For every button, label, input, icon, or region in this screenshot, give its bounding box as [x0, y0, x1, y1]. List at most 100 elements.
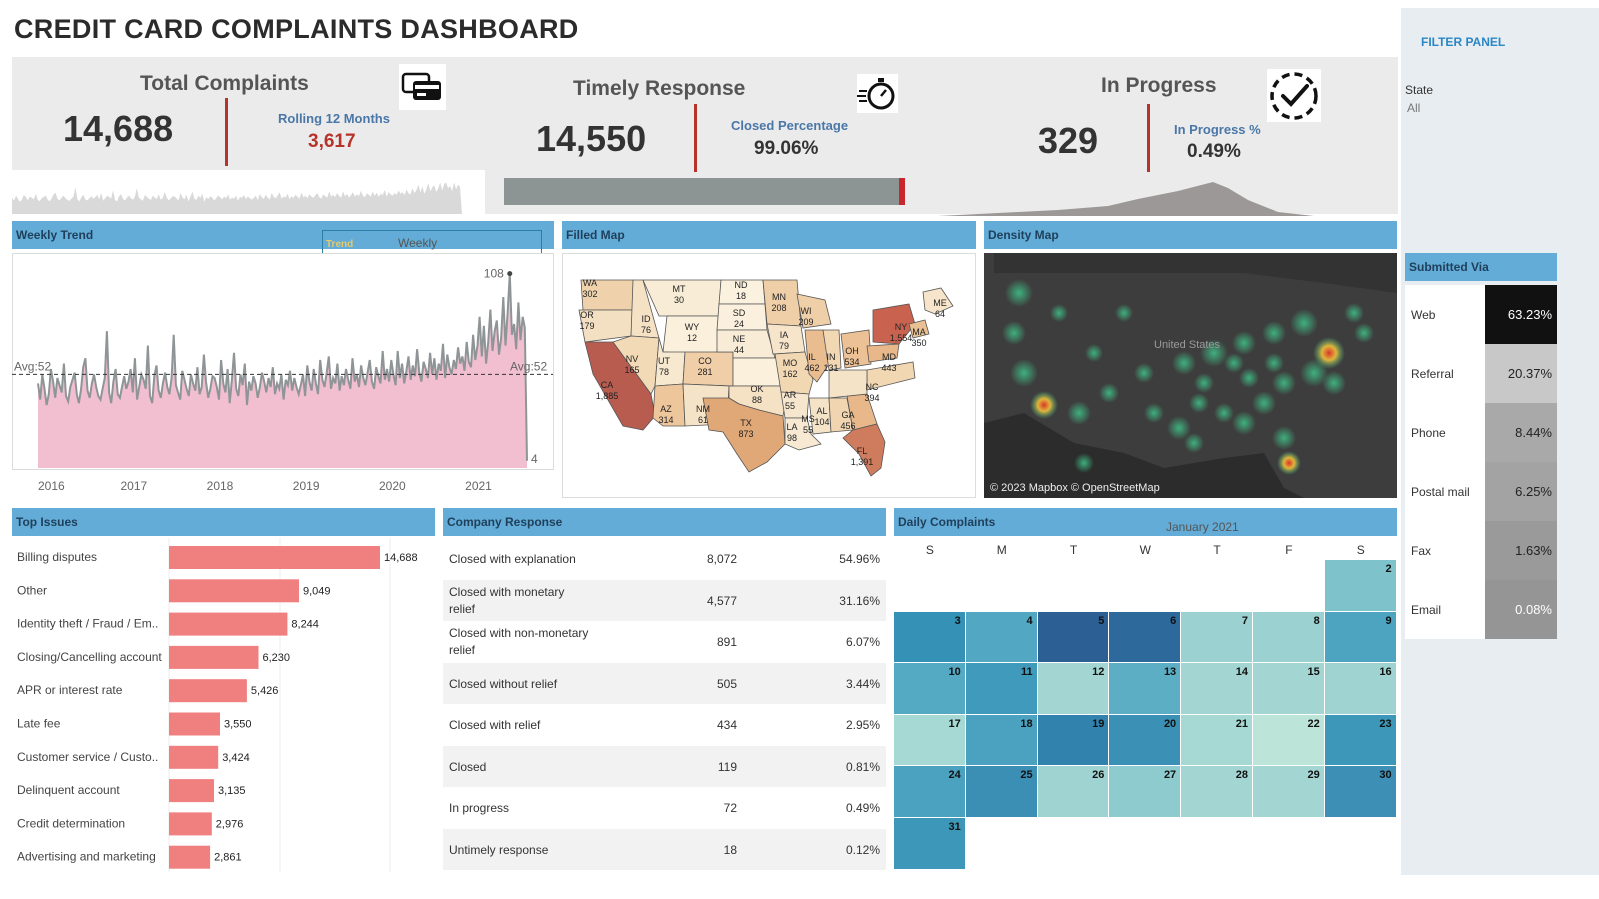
calendar-day-cell[interactable]: 11 — [965, 663, 1037, 714]
state-value-label: 443 — [881, 363, 896, 373]
response-row[interactable]: Closed with non-monetary relief 891 6.07% — [443, 621, 886, 663]
heat-spot — [1277, 451, 1301, 475]
state-value-label: 55 — [803, 425, 813, 435]
calendar-day-cell[interactable]: 25 — [965, 766, 1037, 817]
calendar-day-cell[interactable]: 24 — [894, 766, 965, 817]
issue-value-label: 2,861 — [214, 852, 242, 864]
response-name: Untimely response — [449, 842, 548, 859]
heat-spot — [1252, 391, 1276, 415]
calendar-day-cell[interactable]: 22 — [1253, 714, 1324, 766]
state-value-label: 76 — [641, 325, 651, 335]
response-row[interactable]: Closed 119 0.81% — [443, 745, 886, 787]
calendar-day-cell[interactable]: 17 — [894, 714, 965, 766]
issue-bar[interactable] — [169, 812, 212, 836]
calendar-day-cell[interactable]: 27 — [1109, 766, 1181, 817]
top-issues-chart: Billing disputes 14,688 Other 9,049 Identity… — [17, 538, 418, 872]
issue-bar[interactable] — [169, 845, 211, 869]
issue-bar[interactable] — [169, 612, 288, 636]
submitted-via-row[interactable]: Email 0.08% — [1405, 580, 1557, 639]
response-row[interactable]: Closed with relief 434 2.95% — [443, 704, 886, 746]
issue-category-label: Credit determination — [17, 816, 125, 830]
daily-complaints-calendar: S M T W T F S 2 3 4 5 6 7 8 9 10 11 12 13 14 15 16 17 18 19 20 21 2… — [894, 540, 1397, 872]
state-value-label: 64 — [935, 309, 945, 319]
issue-bar[interactable] — [169, 712, 220, 736]
state-code-label: MO — [783, 358, 798, 368]
response-row[interactable]: Closed with explanation 8,072 54.96% — [443, 538, 886, 580]
calendar-day-cell[interactable]: 29 — [1253, 766, 1324, 817]
calendar-day-cell[interactable]: 3 — [894, 611, 965, 663]
response-row[interactable]: Untimely response 18 0.12% — [443, 828, 886, 870]
submitted-via-row[interactable]: Referral 20.37% — [1405, 344, 1557, 403]
calendar-day-cell[interactable]: 14 — [1181, 663, 1252, 714]
submitted-via-row[interactable]: Phone 8.44% — [1405, 403, 1557, 462]
response-percent: 54.96% — [839, 552, 880, 566]
calendar-day-cell[interactable]: 16 — [1324, 663, 1396, 714]
state-value-label: 88 — [752, 395, 762, 405]
weekday-label: M — [996, 543, 1007, 557]
heat-spot — [1074, 453, 1094, 473]
calendar-day-cell[interactable]: 31 — [894, 818, 965, 869]
calendar-day-cell[interactable]: 10 — [894, 663, 965, 714]
calendar-day-cell[interactable]: 18 — [965, 714, 1037, 766]
state-code-label: NM — [696, 404, 710, 414]
calendar-day-cell[interactable]: 5 — [1037, 611, 1109, 663]
state-code-label: LA — [786, 422, 797, 432]
submitted-via-row[interactable]: Web 63.23% — [1405, 285, 1557, 344]
kpi-separator — [225, 98, 228, 166]
issue-bar[interactable] — [169, 579, 299, 603]
calendar-day-cell[interactable]: 15 — [1253, 663, 1324, 714]
calendar-day-cell[interactable]: 2 — [1324, 560, 1396, 611]
calendar-day-cell[interactable]: 4 — [965, 611, 1037, 663]
submitted-via-row[interactable]: Fax 1.63% — [1405, 521, 1557, 580]
calendar-day-cell[interactable]: 19 — [1037, 714, 1109, 766]
issue-bar[interactable] — [169, 779, 214, 803]
issue-bar[interactable] — [169, 546, 380, 569]
calendar-day-cell[interactable]: 6 — [1109, 611, 1181, 663]
calendar-day-cell[interactable]: 28 — [1181, 766, 1252, 817]
state-filter-label: State — [1405, 83, 1434, 97]
calendar-day-cell[interactable]: 7 — [1181, 611, 1252, 663]
density-heatmap: United States — [984, 253, 1397, 498]
heat-spot — [1134, 363, 1154, 383]
state-value-label: 24 — [734, 319, 744, 329]
weekly-trend-header: Weekly Trend — [12, 221, 554, 249]
calendar-day-cell[interactable]: 13 — [1109, 663, 1181, 714]
heat-spot — [1005, 279, 1033, 307]
heat-spot — [1272, 371, 1296, 395]
calendar-day-cell[interactable]: 23 — [1324, 714, 1396, 766]
kpi-timely-sublabel: Closed Percentage — [731, 118, 849, 133]
calendar-day-cell[interactable]: 12 — [1037, 663, 1109, 714]
heat-spot — [1300, 359, 1328, 387]
response-name: In progress — [449, 800, 509, 817]
submitted-via-name: Web — [1411, 308, 1436, 322]
calendar-day-cell[interactable]: 30 — [1324, 766, 1396, 817]
issue-bar[interactable] — [169, 679, 247, 703]
average-label-left: Avg:52 — [14, 359, 51, 373]
submitted-via-name: Referral — [1411, 367, 1454, 381]
state-filter-dropdown[interactable]: All — [1407, 101, 1421, 115]
submitted-via-value: 1.63% — [1485, 521, 1557, 580]
response-name: Closed with non-monetary relief — [449, 625, 588, 659]
company-response-table: Closed with explanation 8,072 54.96% Closed… — [443, 538, 886, 872]
response-row[interactable]: Closed with monetary relief 4,577 31.16% — [443, 579, 886, 621]
calendar-day-cell[interactable]: 20 — [1109, 714, 1181, 766]
issue-bar[interactable] — [169, 645, 259, 669]
calendar-day-cell[interactable]: 9 — [1324, 611, 1396, 663]
issue-value-label: 3,550 — [224, 719, 252, 731]
response-row[interactable]: Closed without relief 505 3.44% — [443, 662, 886, 704]
density-map-panel[interactable]: United States © 2023 Mapbox © OpenStreet… — [984, 253, 1397, 498]
response-row[interactable]: In progress 72 0.49% — [443, 787, 886, 829]
submitted-via-row[interactable]: Postal mail 6.25% — [1405, 462, 1557, 521]
response-count: 8,072 — [706, 552, 737, 566]
calendar-day-cell[interactable]: 26 — [1037, 766, 1109, 817]
weekday-label: T — [1069, 543, 1078, 557]
issue-bar[interactable] — [169, 745, 219, 769]
calendar-day-cell[interactable]: 21 — [1181, 714, 1252, 766]
response-percent: 6.07% — [845, 635, 880, 649]
state-code-label: AZ — [660, 404, 672, 414]
calendar-day-cell[interactable]: 8 — [1253, 611, 1324, 663]
state-value-label: 18 — [736, 291, 746, 301]
state-code-label: MN — [772, 292, 786, 302]
weekday-label: S — [925, 543, 934, 557]
